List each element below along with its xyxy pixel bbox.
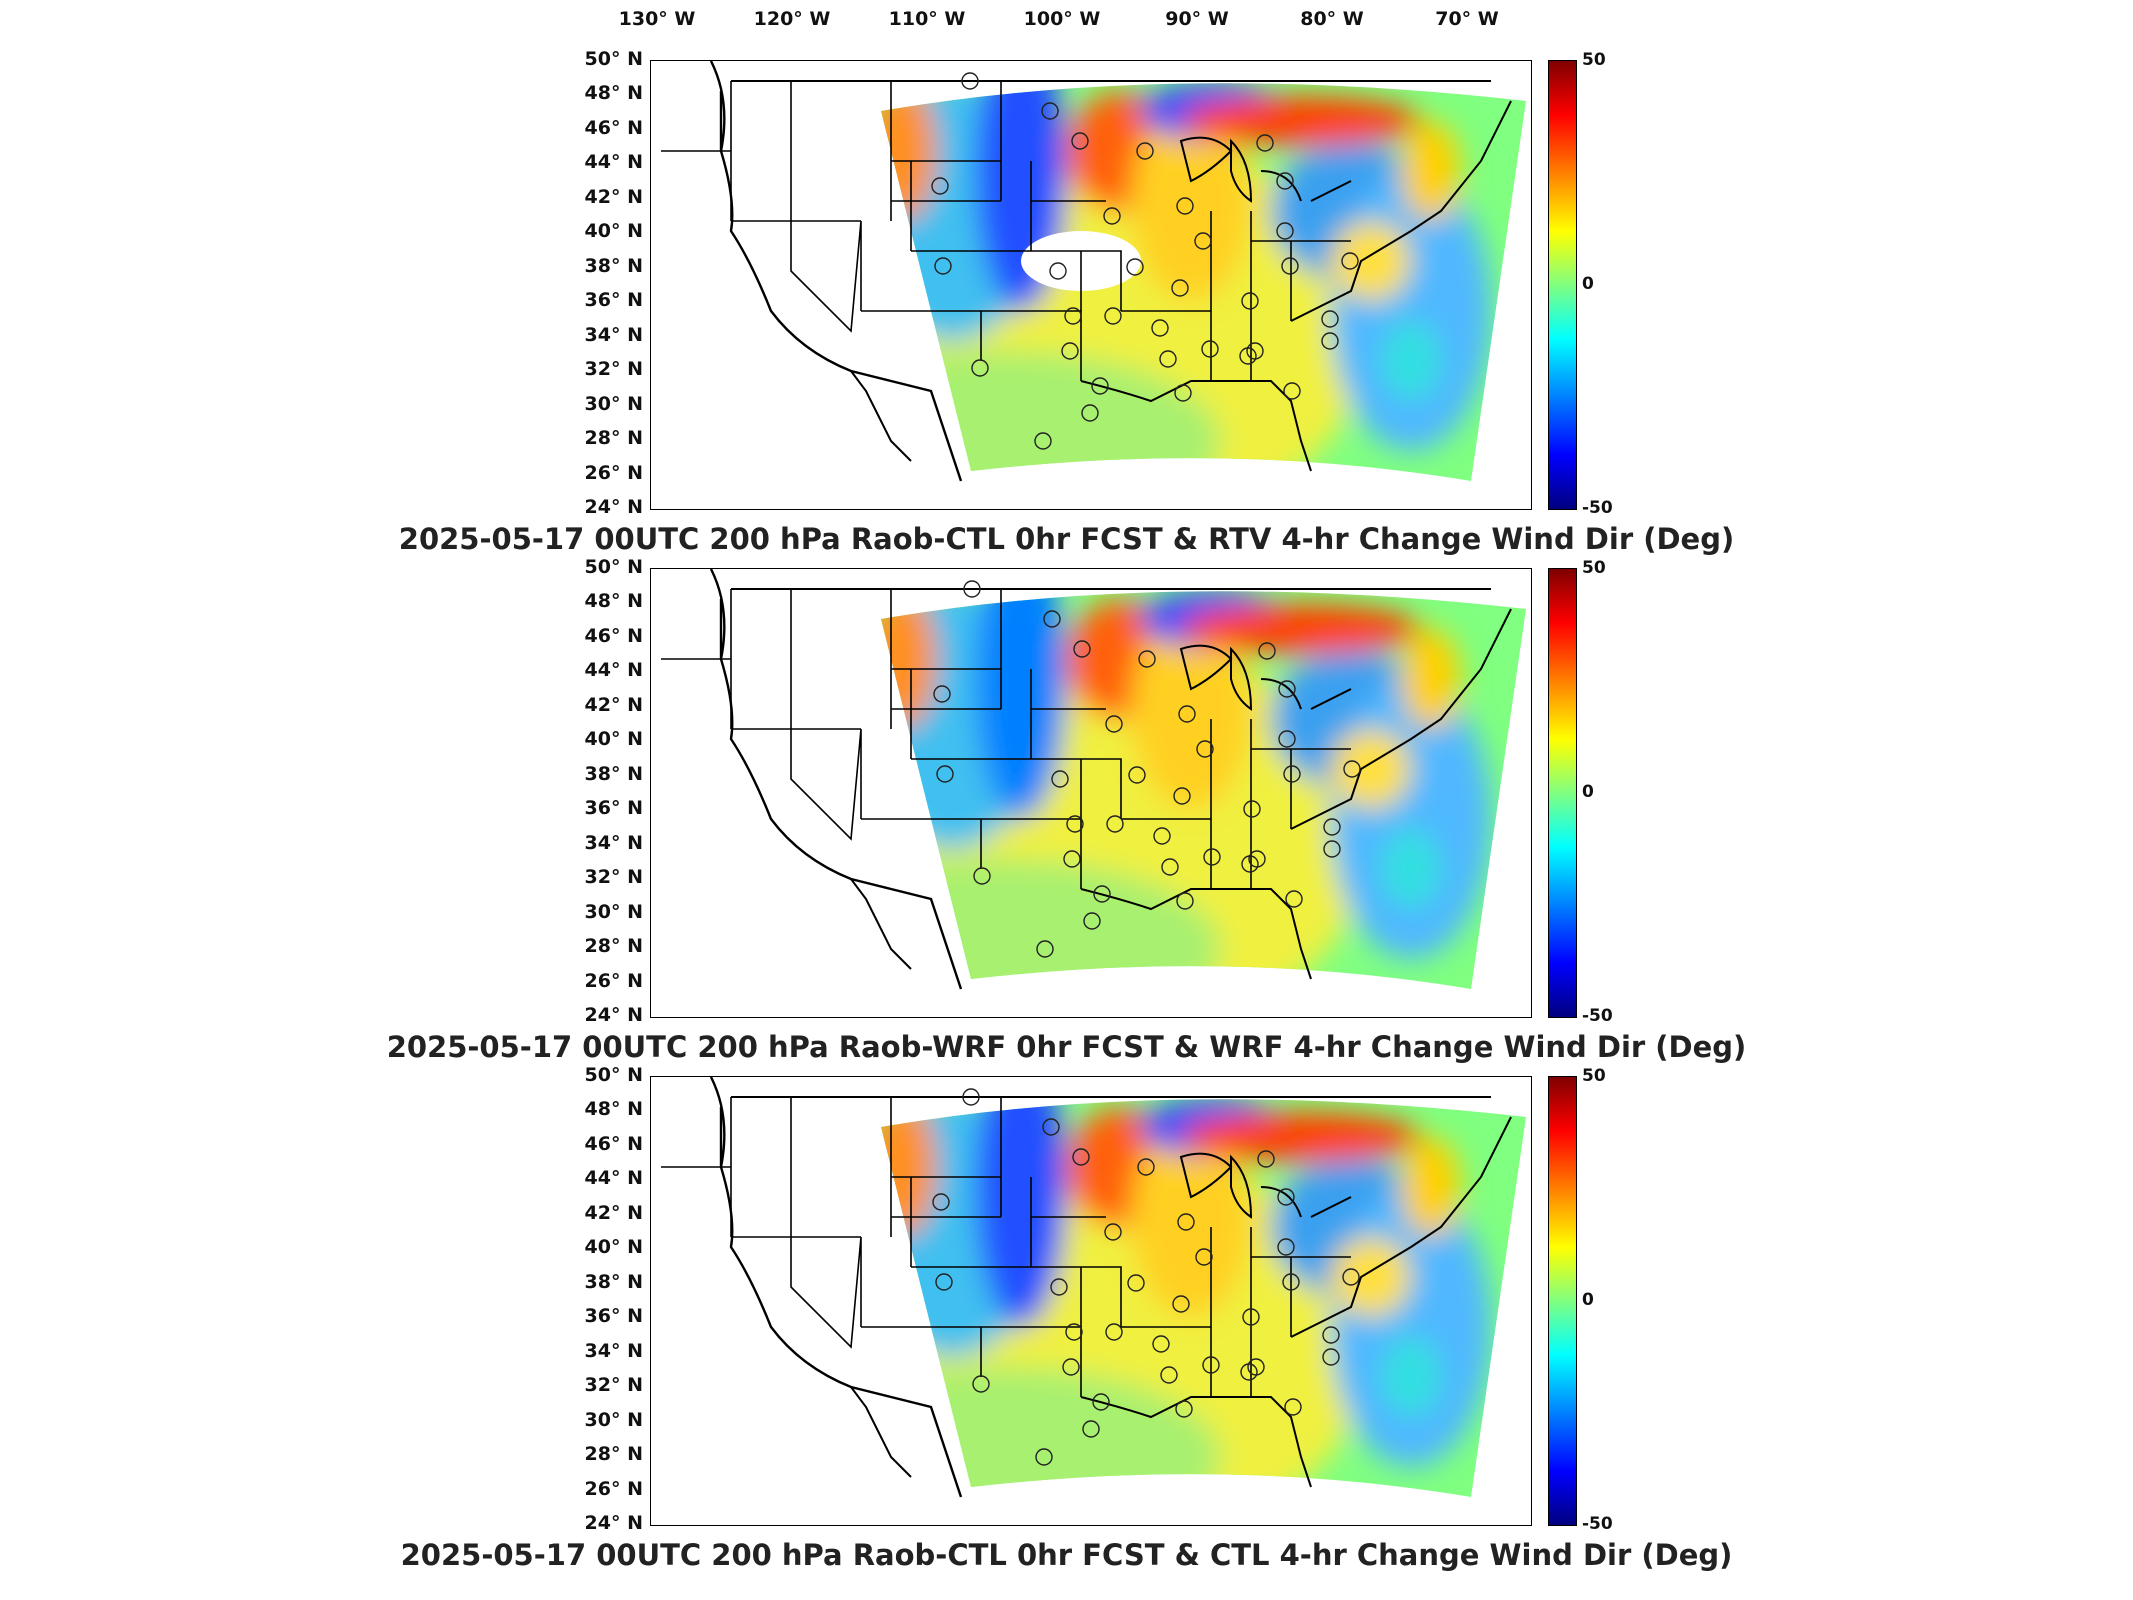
lat-label: 46° N [584, 624, 643, 647]
lat-label: 50° N [584, 556, 643, 578]
lat-label: 44° N [584, 1167, 643, 1190]
panel-title: 2025-05-17 00UTC 200 hPa Raob-WRF 0hr FC… [386, 1030, 1747, 1064]
lat-label: 38° N [584, 1270, 643, 1293]
colorbar-max-label: 50 [1582, 558, 1606, 578]
lon-label: 120° W [753, 8, 831, 30]
lat-label: 36° N [584, 289, 643, 312]
colorbar-zero-label: 0 [1582, 782, 1594, 802]
lat-label: 36° N [584, 797, 643, 820]
colorbar [1548, 60, 1577, 510]
lat-label: 48° N [584, 590, 643, 613]
colorbar [1548, 1076, 1577, 1526]
colorbar-min-label: -50 [1582, 498, 1613, 518]
lat-label: 32° N [584, 358, 643, 381]
lat-label: 40° N [584, 220, 643, 243]
lat-label: 40° N [584, 728, 643, 751]
colorbar-min-label: -50 [1582, 1514, 1613, 1534]
lat-label: 28° N [584, 1443, 643, 1466]
lat-label: 34° N [584, 323, 643, 346]
lat-label: 38° N [584, 762, 643, 785]
lat-label: 46° N [584, 116, 643, 139]
wind-direction-map [650, 1076, 1532, 1526]
panel-title: 2025-05-17 00UTC 200 hPa Raob-CTL 0hr FC… [400, 1538, 1733, 1572]
lon-label: 110° W [888, 8, 966, 30]
wind-direction-map [650, 60, 1532, 510]
lat-label: 50° N [584, 1064, 643, 1086]
panel-title: 2025-05-17 00UTC 200 hPa Raob-CTL 0hr FC… [398, 522, 1735, 556]
lat-label: 32° N [584, 1374, 643, 1397]
lat-label: 44° N [584, 151, 643, 174]
lon-label: 70° W [1435, 8, 1499, 30]
lat-label: 42° N [584, 693, 643, 716]
colorbar [1548, 568, 1577, 1018]
lat-label: 24° N [584, 496, 643, 518]
colorbar-zero-label: 0 [1582, 1290, 1594, 1310]
lat-label: 42° N [584, 1201, 643, 1224]
longitude-axis: 130° W 120° W 110° W 100° W 90° W 80° W … [0, 0, 2133, 40]
lon-label: 130° W [618, 8, 696, 30]
lat-label: 36° N [584, 1305, 643, 1328]
lat-label: 42° N [584, 185, 643, 208]
lat-label: 30° N [584, 900, 643, 923]
lat-label: 34° N [584, 1339, 643, 1362]
lat-label: 48° N [584, 1098, 643, 1121]
lat-label: 24° N [584, 1004, 643, 1026]
lon-label: 100° W [1023, 8, 1101, 30]
lon-label: 90° W [1165, 8, 1229, 30]
lat-label: 48° N [584, 82, 643, 105]
lat-label: 26° N [584, 1477, 643, 1500]
lat-label: 30° N [584, 1408, 643, 1431]
colorbar-zero-label: 0 [1582, 274, 1594, 294]
lon-label: 80° W [1300, 8, 1364, 30]
lat-label: 26° N [584, 461, 643, 484]
lat-label: 28° N [584, 427, 643, 450]
lat-label: 30° N [584, 392, 643, 415]
lat-label: 26° N [584, 969, 643, 992]
lat-label: 50° N [584, 48, 643, 70]
colorbar-min-label: -50 [1582, 1006, 1613, 1026]
lat-label: 32° N [584, 866, 643, 889]
colorbar-max-label: 50 [1582, 1066, 1606, 1086]
lat-label: 34° N [584, 831, 643, 854]
lat-label: 46° N [584, 1132, 643, 1155]
lat-label: 24° N [584, 1512, 643, 1534]
wind-direction-map [650, 568, 1532, 1018]
lat-label: 40° N [584, 1236, 643, 1259]
lat-label: 38° N [584, 254, 643, 277]
lat-label: 44° N [584, 659, 643, 682]
lat-label: 28° N [584, 935, 643, 958]
colorbar-max-label: 50 [1582, 50, 1606, 70]
